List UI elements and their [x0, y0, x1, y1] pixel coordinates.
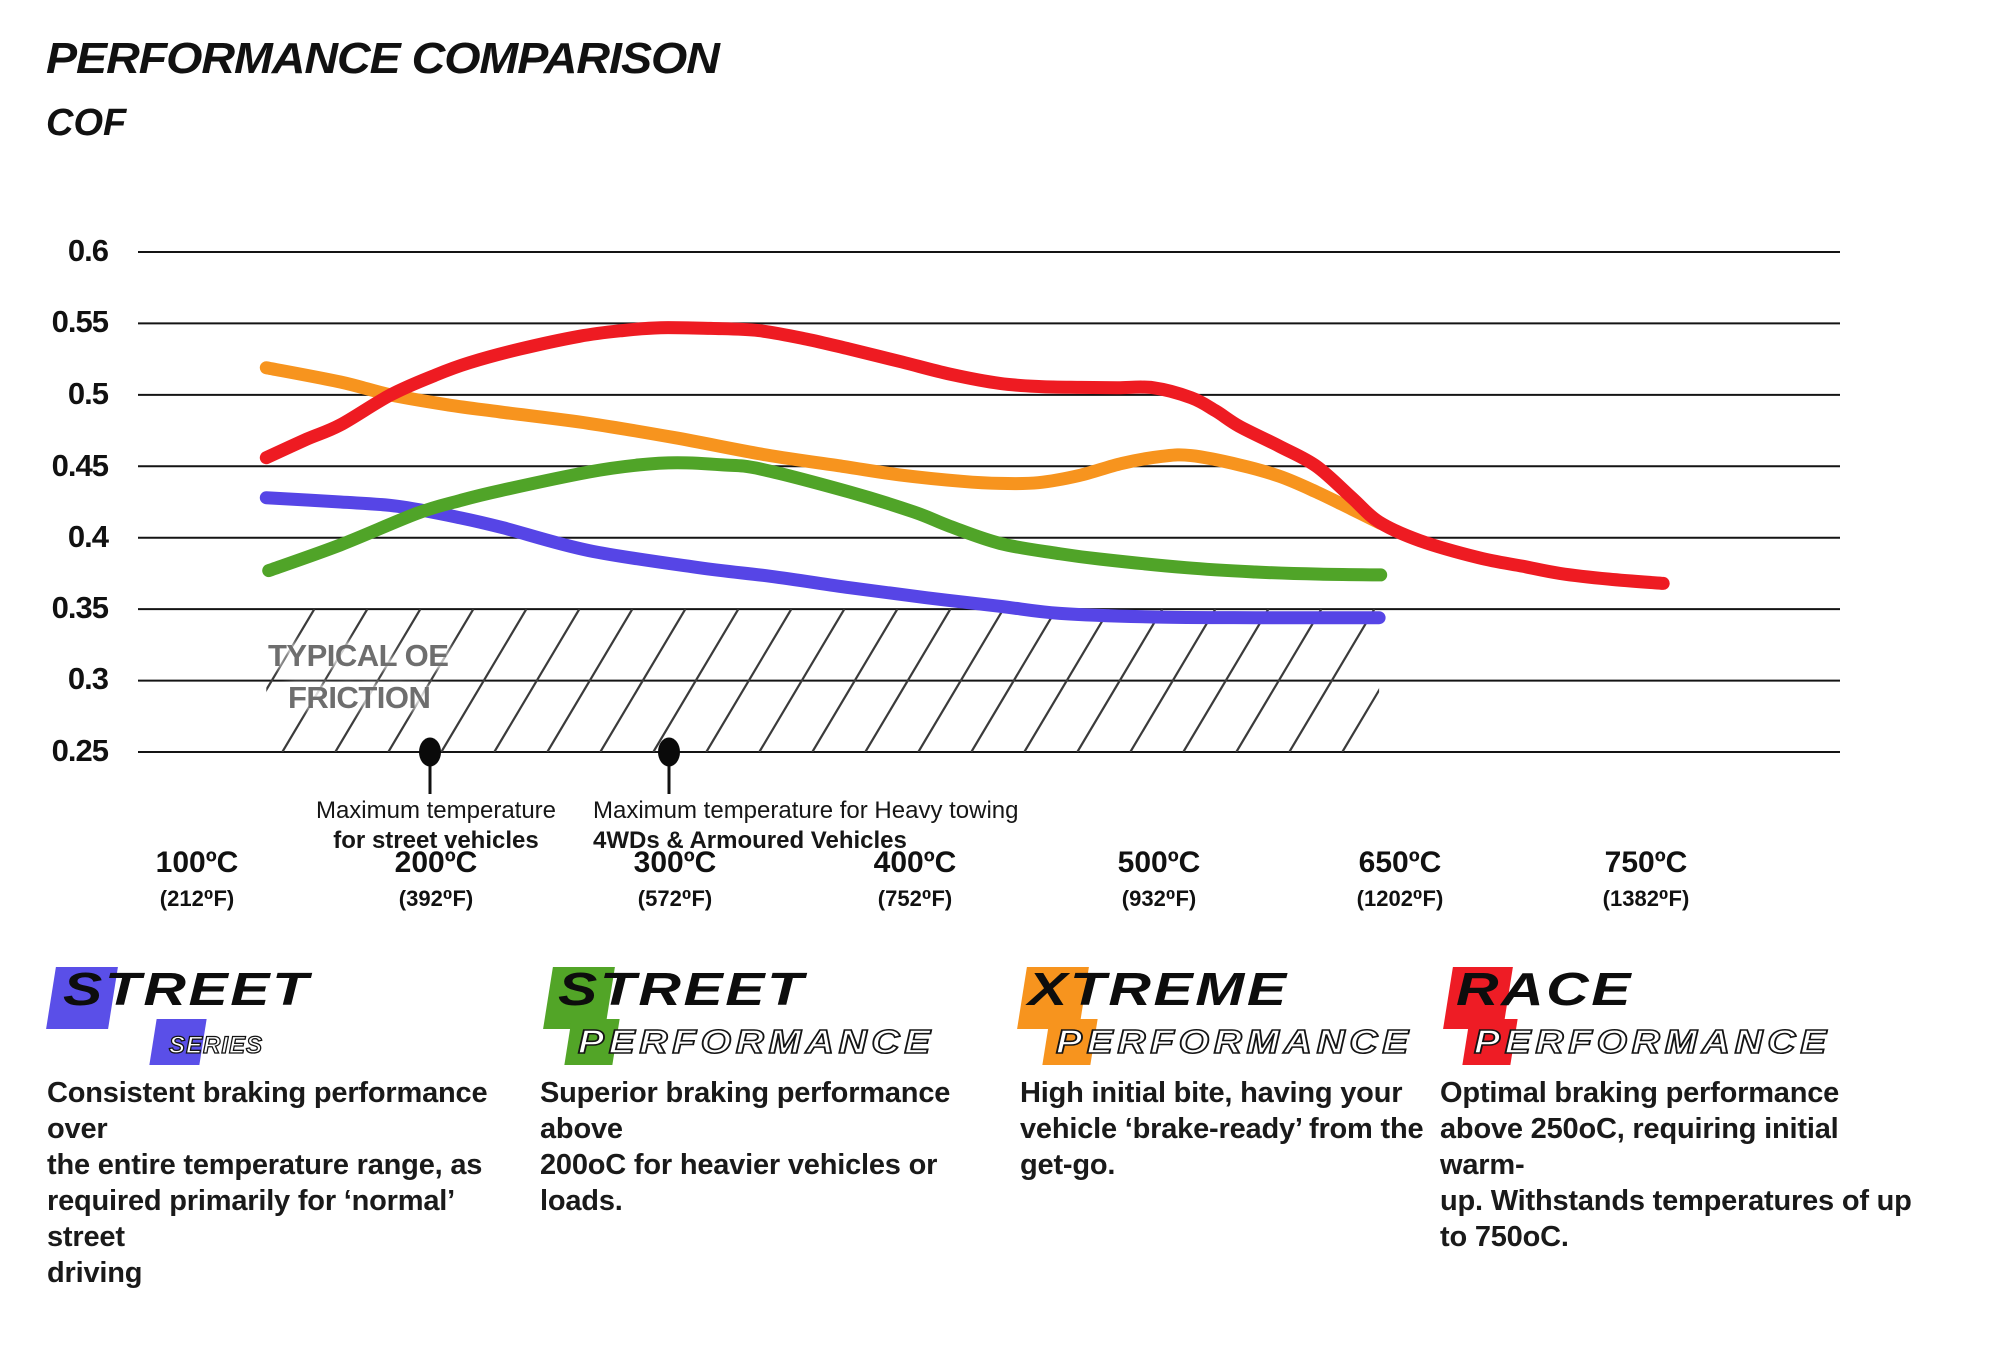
annotation-heavy-towing-max-temp: Maximum temperature for Heavy towing 4WD…	[593, 796, 1073, 856]
y-tick-label: 0.25	[51, 733, 109, 768]
street-performance-logo: STREET PERFORMANCE	[540, 963, 995, 1071]
legend-description: Superior braking performance above 200oC…	[540, 1077, 951, 1217]
x-tick-fahrenheit: (1382⁰F)	[1602, 886, 1690, 911]
annotation-text: Maximum temperature	[315, 797, 557, 824]
annotation-text-bold: 4WDs & Armoured Vehicles	[593, 827, 907, 854]
xtreme-performance-logo: XTREME PERFORMANCE	[1017, 963, 1430, 1071]
legend-description: Consistent braking performance over the …	[47, 1077, 488, 1289]
logo-subword: SERIES	[168, 1031, 264, 1059]
logo-subword: PERFORMANCE	[1055, 1023, 1413, 1060]
annotation-text-bold: for street vehicles	[333, 827, 539, 854]
y-tick-label: 0.4	[67, 519, 109, 554]
chart-canvas	[138, 251, 1840, 794]
legend-description: Optimal braking performance above 250oC,…	[1440, 1077, 1912, 1253]
legend-item-xtreme-performance: XTREME PERFORMANCE High initial bite, ha…	[1017, 963, 1430, 1183]
y-tick-label: 0.5	[67, 376, 109, 411]
street-series-logo: STREET SERIES	[46, 963, 507, 1071]
legend-description: High initial bite, having your vehicle ‘…	[1020, 1077, 1424, 1181]
x-tick-fahrenheit: (1202⁰F)	[1356, 886, 1444, 911]
x-tick-fahrenheit: (752⁰F)	[877, 886, 953, 911]
x-tick-celsius: 100ºC	[155, 846, 239, 879]
y-axis-title: COF	[46, 102, 127, 144]
oe-band-label-line2: FRICTION	[288, 680, 431, 715]
annotation-text: Maximum temperature for Heavy towing	[593, 797, 1019, 824]
y-tick-label: 0.6	[67, 233, 109, 268]
x-tick-celsius: 200ºC	[394, 846, 478, 879]
logo-word: XTREME	[1028, 963, 1289, 1015]
y-tick-label: 0.45	[51, 448, 109, 483]
y-tick-label: 0.55	[51, 304, 109, 339]
logo-subword: PERFORMANCE	[1473, 1023, 1831, 1060]
y-tick-label: 0.35	[51, 590, 109, 625]
logo-subword: PERFORMANCE	[577, 1023, 935, 1060]
oe-band-label-line1: TYPICAL OE	[268, 638, 449, 673]
logo-word: STREET	[63, 963, 311, 1015]
annotation-street-max-temp: Maximum temperature for street vehicles	[236, 796, 636, 856]
x-tick-celsius: 750ºC	[1604, 846, 1688, 879]
legend-item-street-series: STREET SERIES Consistent braking perform…	[46, 963, 507, 1291]
race-performance-logo: RACE PERFORMANCE	[1440, 963, 1920, 1071]
y-tick-label: 0.3	[67, 661, 109, 696]
x-tick-celsius: 300ºC	[633, 846, 717, 879]
x-tick-fahrenheit: (572⁰F)	[637, 886, 713, 911]
x-tick-fahrenheit: (932⁰F)	[1121, 886, 1197, 911]
x-tick-fahrenheit: (212⁰F)	[159, 886, 235, 911]
logo-word: STREET	[558, 963, 806, 1015]
legend-item-race-performance: RACE PERFORMANCE Optimal braking perform…	[1440, 963, 1920, 1255]
x-tick-celsius: 500ºC	[1117, 846, 1201, 879]
logo-word: RACE	[1456, 963, 1634, 1015]
legend-item-street-performance: STREET PERFORMANCE Superior braking perf…	[540, 963, 995, 1219]
x-tick-celsius: 400ºC	[873, 846, 957, 879]
x-tick-fahrenheit: (392⁰F)	[398, 886, 474, 911]
cof-temperature-chart: 0.6 0.55 0.5 0.45 0.4 0.35 0.3 0.25 TYPI…	[51, 233, 1840, 911]
page-title: PERFORMANCE COMPARISON	[46, 34, 720, 83]
x-tick-celsius: 650ºC	[1358, 846, 1442, 879]
